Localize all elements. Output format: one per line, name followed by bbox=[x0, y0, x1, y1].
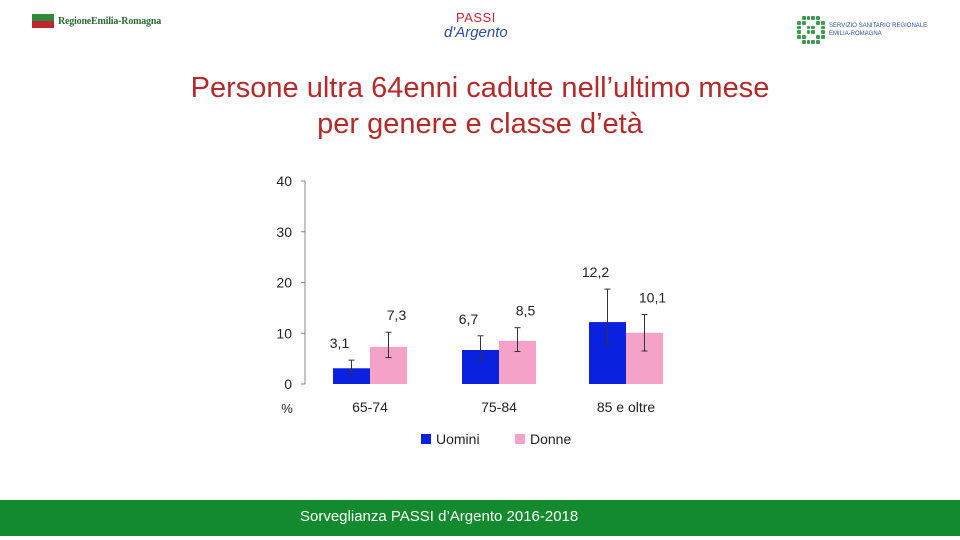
data-label: 12,2 bbox=[582, 264, 609, 280]
y-tick-label: 30 bbox=[276, 224, 292, 240]
ssr-logo-line1: SERVIZIO SANITARIO REGIONALE bbox=[829, 23, 928, 29]
servizio-sanitario-logo: SERVIZIO SANITARIO REGIONALE EMILIA-ROMA… bbox=[797, 16, 927, 44]
bar-chart: 0 10 20 30 40% 3,1 6,7 12,2 7,3 8,5 10,1 65-74 75-84… bbox=[276, 173, 666, 447]
legend-swatch-donne bbox=[515, 434, 525, 444]
x-tick-label: 65-74 bbox=[352, 399, 388, 415]
data-label: 8,5 bbox=[516, 303, 536, 319]
passi-logo-line1: PASSI bbox=[456, 10, 496, 25]
ssr-logo-line2: EMILIA-ROMAGNA bbox=[829, 31, 882, 37]
bar-uomini bbox=[333, 368, 370, 384]
data-label: 3,1 bbox=[330, 335, 350, 351]
y-tick-label: 0 bbox=[284, 376, 292, 392]
y-tick-label: 10 bbox=[276, 325, 292, 341]
passi-argento-logo: PASSI d'Argento bbox=[438, 8, 518, 48]
ssr-grid-icon bbox=[797, 16, 825, 44]
data-label: 7,3 bbox=[387, 307, 407, 323]
title-line1: Persone ultra 64enni cadute nell’ultimo … bbox=[190, 72, 770, 104]
y-tick-label: 40 bbox=[276, 173, 292, 189]
y-axis-label: % bbox=[281, 401, 293, 416]
regione-flag-icon bbox=[32, 14, 54, 28]
legend-swatch-uomini bbox=[421, 434, 431, 444]
data-label: 10,1 bbox=[639, 289, 666, 305]
data-label: 6,7 bbox=[459, 311, 479, 327]
regione-emilia-romagna-logo: RegioneEmilia-Romagna bbox=[32, 14, 161, 28]
footer-text: Sorveglianza PASSI d’Argento 2016-2018 bbox=[300, 508, 579, 525]
passi-logo-line2: d'Argento bbox=[444, 24, 508, 41]
title-line2: per genere e classe d’età bbox=[317, 108, 643, 140]
legend-label-uomini: Uomini bbox=[436, 431, 480, 447]
x-tick-label: 85 e oltre bbox=[597, 399, 656, 415]
y-tick-label: 20 bbox=[276, 275, 292, 291]
regione-logo-text: RegioneEmilia-Romagna bbox=[58, 15, 162, 27]
legend-label-donne: Donne bbox=[530, 431, 571, 447]
page-title: Persone ultra 64enni cadute nell’ultimo … bbox=[80, 70, 880, 142]
x-tick-label: 75-84 bbox=[481, 399, 517, 415]
footer-bar: Sorveglianza PASSI d’Argento 2016-2018 bbox=[0, 500, 960, 536]
